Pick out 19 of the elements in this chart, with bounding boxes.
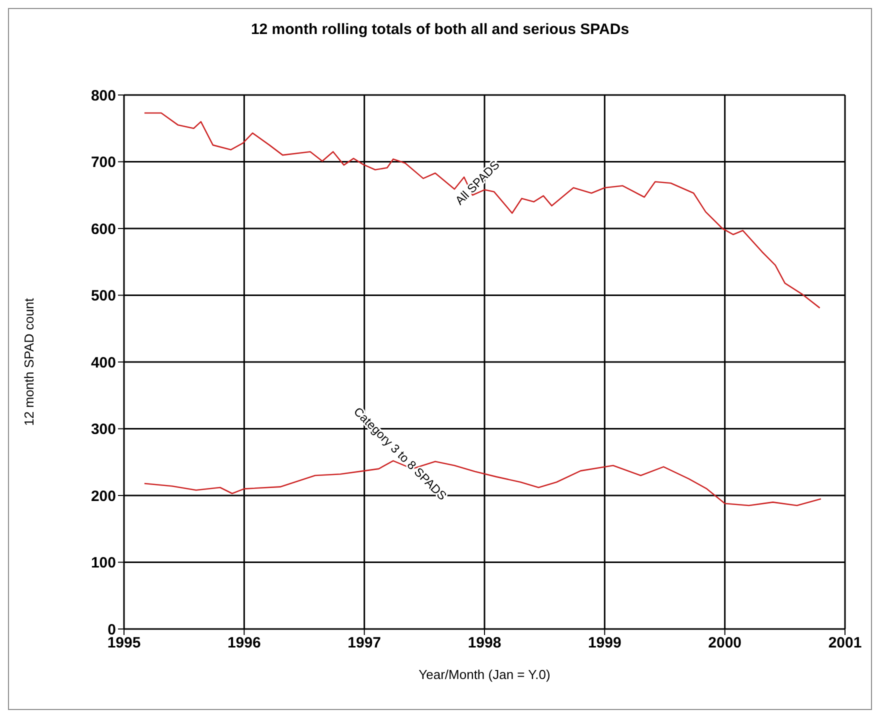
y-tick-label: 700 xyxy=(90,154,116,172)
line-series xyxy=(144,460,822,506)
y-tick-label: 200 xyxy=(90,488,116,505)
y-tick-label: 400 xyxy=(90,354,116,372)
line-series xyxy=(144,112,820,309)
y-tick-label: 800 xyxy=(90,87,116,104)
x-tick-label: 1996 xyxy=(227,634,261,652)
chart-title: 12 month rolling totals of both all and serious SPADs xyxy=(250,21,630,38)
y-tick-label: 500 xyxy=(90,288,116,305)
x-tick-label: 1997 xyxy=(348,634,382,652)
y-tick-label: 600 xyxy=(90,220,116,238)
x-tick-label: 2001 xyxy=(828,634,862,652)
y-tick-label: 300 xyxy=(90,421,116,438)
x-tick-label: 2000 xyxy=(708,634,742,652)
x-tick-label: 1999 xyxy=(588,634,622,652)
x-axis-title: Year/Month (Jan = Y.0) xyxy=(418,667,550,682)
y-tick-label: 100 xyxy=(90,554,116,572)
x-tick-label: 1998 xyxy=(468,634,502,652)
y-axis-title: 12 month SPAD count xyxy=(22,298,37,426)
